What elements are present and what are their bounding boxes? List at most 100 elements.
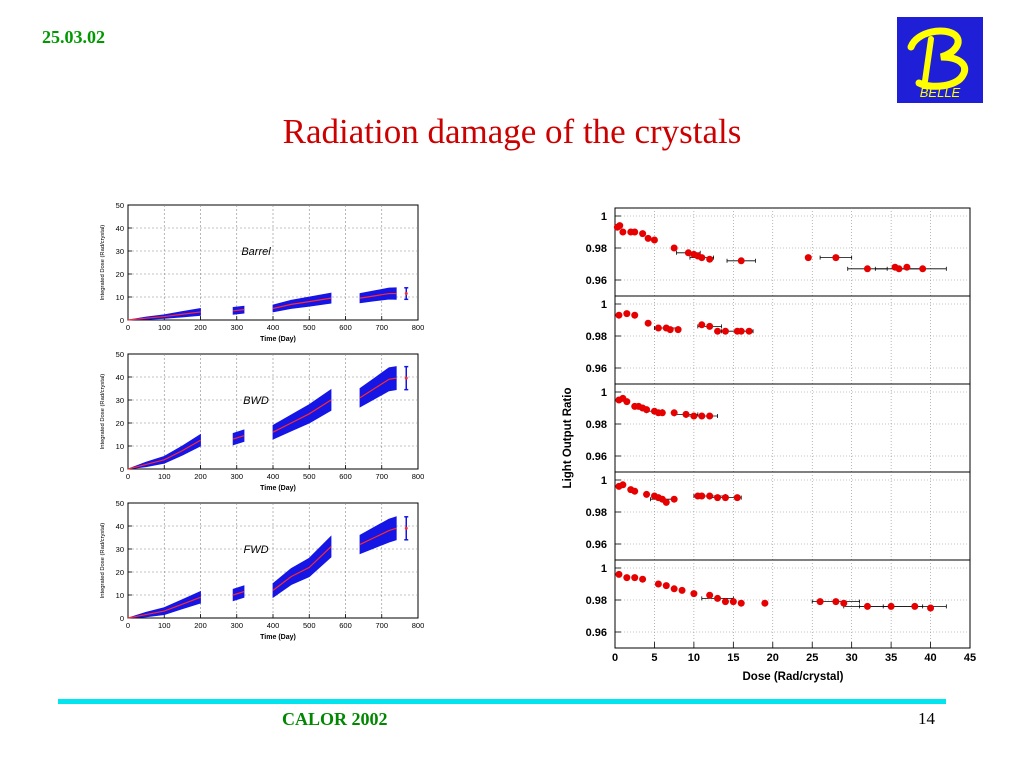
x-tick-label: 300 xyxy=(230,323,243,332)
data-point xyxy=(721,327,729,335)
data-point xyxy=(631,228,639,236)
x-axis-label: Time (Day) xyxy=(260,485,296,492)
y-tick-label: 0.96 xyxy=(586,539,607,551)
dose-series-line xyxy=(232,435,245,440)
data-point xyxy=(658,409,666,417)
data-point xyxy=(631,311,639,319)
data-point xyxy=(650,236,658,244)
dose-series-line xyxy=(127,439,201,470)
x-tick-label: 35 xyxy=(885,652,897,664)
data-point xyxy=(706,255,714,263)
data-point xyxy=(903,263,911,271)
data-point xyxy=(887,602,895,610)
dose-series-line xyxy=(272,546,332,591)
data-point xyxy=(619,228,627,236)
y-tick-label: 30 xyxy=(116,396,124,405)
data-point xyxy=(643,406,651,414)
x-tick-label: 500 xyxy=(303,621,316,630)
data-point xyxy=(631,487,639,495)
data-point xyxy=(615,311,623,319)
data-point xyxy=(737,599,745,607)
data-point xyxy=(706,591,714,599)
y-tick-label: 0.96 xyxy=(586,363,607,375)
data-point xyxy=(714,494,722,502)
y-tick-label: 0 xyxy=(120,465,124,474)
y-tick-label: 50 xyxy=(116,350,124,359)
data-point xyxy=(863,265,871,273)
y-tick-label: 0 xyxy=(120,614,124,623)
dose-series-line xyxy=(272,399,332,433)
data-point xyxy=(690,590,698,598)
y-tick-label: 50 xyxy=(116,201,124,210)
data-point xyxy=(863,602,871,610)
data-point xyxy=(737,257,745,265)
data-point xyxy=(670,495,678,503)
dose-error-band xyxy=(272,388,332,440)
page-number: 14 xyxy=(918,709,935,728)
data-point xyxy=(745,327,753,335)
data-point xyxy=(670,409,678,417)
date-label: 25.03.02 xyxy=(42,27,105,47)
data-point xyxy=(816,598,824,606)
data-point xyxy=(804,254,812,262)
data-point xyxy=(698,492,706,500)
data-point xyxy=(698,412,706,420)
panel-frame xyxy=(614,471,971,561)
y-tick-label: 1 xyxy=(601,475,607,487)
data-point xyxy=(698,321,706,329)
data-point xyxy=(684,249,692,257)
data-point xyxy=(631,574,639,582)
x-tick-label: 0 xyxy=(126,621,130,630)
y-tick-label: 0 xyxy=(120,316,124,325)
data-point xyxy=(714,327,722,335)
data-point xyxy=(674,326,682,334)
panel-frame xyxy=(614,295,971,385)
y-tick-label: 40 xyxy=(116,224,124,233)
data-point xyxy=(644,234,652,242)
data-point xyxy=(919,265,927,273)
x-tick-label: 600 xyxy=(339,323,352,332)
y-tick-label: 30 xyxy=(116,247,124,256)
x-tick-label: 400 xyxy=(267,472,280,481)
data-point xyxy=(619,481,627,489)
y-tick-label: 30 xyxy=(116,545,124,554)
dose-series-line xyxy=(359,292,397,299)
data-point xyxy=(729,598,737,606)
data-point xyxy=(927,604,935,612)
end-point xyxy=(404,526,408,530)
y-tick-label: 1 xyxy=(601,211,607,223)
data-point xyxy=(706,412,714,420)
end-point xyxy=(404,376,408,380)
x-tick-label: 600 xyxy=(339,621,352,630)
belle-logo: BELLE xyxy=(897,17,983,103)
x-axis-label: Dose (Rad/crystal) xyxy=(743,671,844,683)
x-tick-label: 0 xyxy=(126,323,130,332)
dose-series-line xyxy=(127,596,201,619)
y-tick-label: 10 xyxy=(116,591,124,600)
y-tick-label: 10 xyxy=(116,442,124,451)
data-point xyxy=(662,498,670,506)
data-point xyxy=(840,599,848,607)
x-tick-label: 800 xyxy=(412,621,425,630)
x-axis-label: Time (Day) xyxy=(260,336,296,343)
x-tick-label: 200 xyxy=(194,621,207,630)
x-axis-label: Time (Day) xyxy=(260,634,296,641)
x-tick-label: 700 xyxy=(375,472,388,481)
data-point xyxy=(911,602,919,610)
data-point xyxy=(706,322,714,330)
y-tick-label: 50 xyxy=(116,499,124,508)
y-axis-label: Light Output Ratio xyxy=(562,388,574,489)
panel-frame xyxy=(614,559,971,649)
panel-frame xyxy=(614,207,971,297)
x-tick-label: 20 xyxy=(767,652,779,664)
data-point xyxy=(832,598,840,606)
x-tick-label: 800 xyxy=(412,323,425,332)
x-tick-label: 40 xyxy=(924,652,936,664)
x-tick-label: 25 xyxy=(806,652,818,664)
x-tick-label: 45 xyxy=(964,652,976,664)
data-point xyxy=(654,580,662,588)
y-tick-label: 1 xyxy=(601,299,607,311)
y-tick-label: 1 xyxy=(601,387,607,399)
footer-conference: CALOR 2002 xyxy=(282,709,388,729)
data-point xyxy=(706,492,714,500)
